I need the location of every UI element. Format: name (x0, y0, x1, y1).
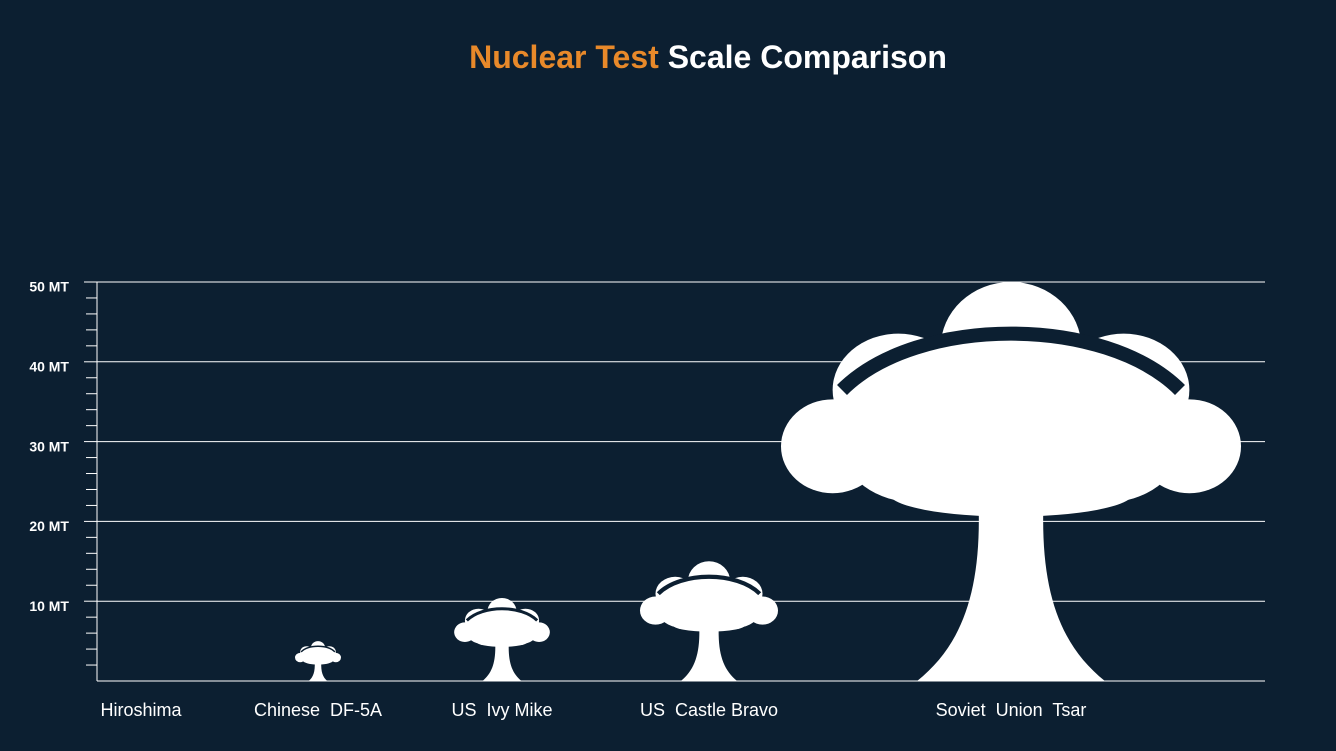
cloud-puff (308, 649, 328, 663)
y-tick-label: 20 MT (29, 518, 69, 534)
cloud-stem (482, 641, 522, 681)
mushroom-cloud (454, 598, 550, 681)
cloud-puff (482, 614, 522, 642)
mushroom-cloud (780, 282, 1242, 681)
x-tick-label: US Castle Bravo (640, 700, 778, 720)
cloud-band (656, 574, 762, 596)
x-tick-label: Soviet Union Tsar (936, 700, 1087, 720)
y-tick-label: 30 MT (29, 438, 69, 454)
title-part: Nuclear Test (469, 39, 659, 75)
cloud-puff (680, 585, 738, 625)
mushroom-cloud (639, 561, 779, 681)
cloud-band (837, 326, 1185, 396)
cloud-stem (308, 662, 328, 681)
chart-title: Nuclear Test Scale Comparison (469, 39, 947, 75)
cloud-puff (917, 361, 1105, 494)
cloud-band (465, 607, 539, 622)
cloud-band (300, 645, 336, 653)
cloud-stem (917, 493, 1105, 681)
mushroom-cloud (294, 641, 342, 681)
y-tick-label: 10 MT (29, 598, 69, 614)
x-tick-label: Hiroshima (100, 700, 182, 720)
y-tick-label: 50 MT (29, 279, 69, 295)
cloud-stem (680, 624, 738, 681)
x-tick-label: Chinese DF-5A (254, 700, 382, 720)
x-tick-label: US Ivy Mike (451, 700, 552, 720)
y-tick-label: 40 MT (29, 359, 69, 375)
title-part: Scale Comparison (668, 39, 947, 75)
